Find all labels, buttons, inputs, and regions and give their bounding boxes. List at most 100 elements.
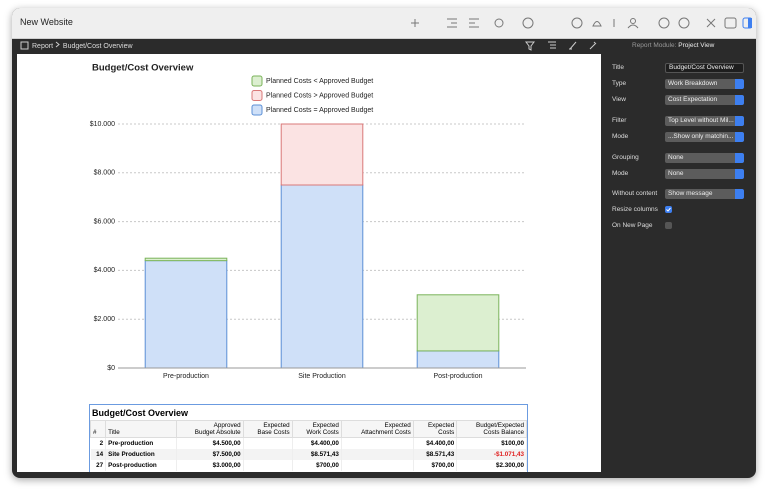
table-cell: $8.571,43 (292, 449, 342, 460)
field-text[interactable]: Budget/Cost Overview (665, 63, 744, 73)
chart: Budget/Cost Overview $0 $2.000 $4.000 $6.00… (90, 63, 526, 380)
report-canvas: Budget/Cost Overview $0 $2.000 $4.000 $6.00… (17, 54, 601, 472)
column-header: Approved Budget Absolute (175, 420, 244, 438)
field-label: Mode (612, 133, 629, 140)
field-popup[interactable]: Show message (665, 189, 744, 199)
y-tick-label: $6.000 (94, 218, 116, 225)
table-title: Budget/Cost Overview (92, 408, 189, 418)
data-table: Budget/Cost Overview # Title Approved Budge… (89, 404, 528, 472)
field-popup[interactable]: None (665, 153, 744, 163)
popup-arrow (735, 153, 744, 163)
field-label: On New Page (612, 222, 653, 229)
header-line: Costs (438, 429, 455, 436)
header-line: Budget Absolute (194, 429, 241, 436)
cell-text: $700,00 (431, 462, 455, 469)
field-popup[interactable]: Cost Expectation (665, 95, 744, 105)
table: # Title Approved Budget Absolute Expected Bas… (90, 420, 527, 471)
field-value: Top Level without Mil... (668, 117, 734, 124)
table-cell: $3.000,00 (176, 460, 244, 471)
table-cell: $100,00 (456, 437, 527, 449)
legend-label: Planned Costs < Approved Budget (266, 78, 373, 85)
checkbox[interactable] (665, 222, 672, 229)
field-label: Grouping (612, 154, 639, 161)
heading-label: Report Module: (632, 42, 677, 49)
column-header: Expected Base Costs (242, 420, 293, 438)
popup-arrow (735, 79, 744, 89)
cell-text: $100,00 (501, 440, 524, 447)
table-row: 27 Post-production $3.000,00 $700,00 $700,00… (90, 460, 527, 471)
cell-text: -$1.071,43 (493, 451, 524, 458)
field-value: Work Breakdown (668, 80, 718, 87)
field-label: Type (612, 80, 627, 87)
bar-segment (416, 294, 500, 352)
chart-title: Budget/Cost Overview (92, 63, 194, 74)
cell-text: $4.400,00 (426, 440, 455, 447)
column-header: Budget/Expected Costs Balance (456, 420, 527, 438)
app-window: New Website Report Budget/Cost Overview … (12, 8, 756, 478)
field-label: View (612, 96, 626, 103)
table-cell: $2.300,00 (456, 460, 527, 471)
table-row: 14 Site Production $7.500,00 $8.571,43 $8.57… (90, 449, 527, 460)
field-value: None (668, 154, 684, 161)
header-line: # (93, 429, 97, 436)
table-cell: $4.400,00 (413, 437, 458, 449)
legend-label: Planned Costs > Approved Budget (266, 92, 373, 99)
toolbar-icons (411, 17, 752, 29)
y-tick-label: $10.000 (90, 121, 115, 128)
field-label: Filter (612, 117, 627, 124)
header-line: Expected (312, 422, 339, 429)
column-header: Title (105, 420, 177, 438)
table-cell: $8.571,43 (413, 449, 458, 460)
y-tick-label: $4.000 (94, 267, 116, 274)
table-cell: 2 (90, 437, 107, 449)
header-line: Base Costs (257, 429, 290, 436)
checkbox[interactable] (665, 206, 672, 213)
table-cell (243, 460, 293, 471)
table-cell: -$1.071,43 (456, 449, 527, 460)
table-row: 2 Pre-production $4.500,00 $4.400,00 $4.400,… (90, 437, 527, 449)
cell-text: $7.500,00 (212, 451, 241, 458)
crumb-item[interactable]: Budget/Cost Overview (62, 43, 133, 50)
cell-text: $700,00 (316, 462, 339, 469)
popup-arrow (735, 95, 744, 105)
cell-text: $8.571,43 (426, 451, 455, 458)
table-cell: 27 (90, 460, 107, 471)
legend-swatch (251, 104, 263, 116)
x-tick-label: Site Production (298, 373, 346, 380)
legend-swatch (251, 75, 263, 87)
field-value: Show message (668, 190, 713, 197)
cell-text: 27 (96, 462, 104, 469)
heading-value: Project View (678, 42, 715, 49)
window-title: New Website (20, 17, 73, 27)
table-cell: Post-production (105, 460, 177, 471)
popup-arrow (735, 116, 744, 126)
cell-text: $3.000,00 (212, 462, 241, 469)
field-label: Mode (612, 170, 629, 177)
field-popup[interactable]: ...Show only matchin... (665, 132, 744, 142)
field-value: Cost Expectation (668, 96, 718, 103)
popup-arrow (735, 132, 744, 142)
bar-segment (416, 350, 500, 369)
cell-text: $2.300,00 (495, 462, 524, 469)
x-tick-label: Post-production (433, 373, 482, 380)
header-line: Expected (263, 422, 290, 429)
table-cell: 14 (90, 449, 107, 460)
header-line: Expected (384, 422, 411, 429)
breadcrumb: Report Budget/Cost Overview (32, 41, 133, 50)
table-cell: Site Production (105, 449, 177, 460)
table-cell: $700,00 (292, 460, 342, 471)
legend-swatch (251, 90, 263, 101)
field-value: None (668, 170, 684, 177)
field-popup[interactable]: Top Level without Mil... (665, 116, 744, 126)
toolbar: New Website (12, 8, 756, 39)
cell-text: 14 (96, 451, 104, 458)
table-cell: $4.400,00 (292, 437, 342, 449)
header-line: Title (108, 429, 120, 436)
field-popup[interactable]: Work Breakdown (665, 79, 744, 89)
column-header: Expected Work Costs (291, 420, 342, 438)
field-popup[interactable]: None (665, 169, 744, 179)
crumb-item[interactable]: Report (32, 43, 54, 50)
popup-arrow (735, 189, 744, 199)
field-label: Without content (612, 190, 658, 197)
